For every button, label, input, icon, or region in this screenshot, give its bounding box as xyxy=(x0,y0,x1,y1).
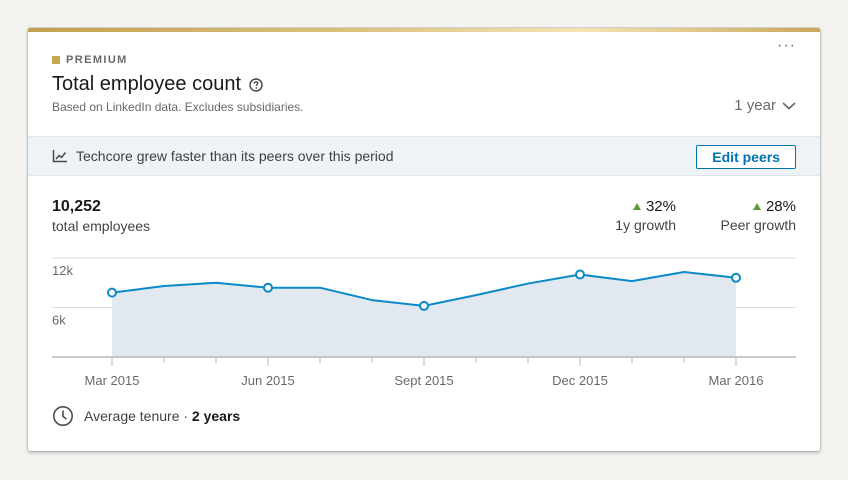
peer-growth-value: 28% xyxy=(765,198,796,215)
premium-label: PREMIUM xyxy=(66,54,128,66)
chart-canvas: 12k 6k Mar 2015 Jun 2015 Sept 2015 Dec 2015 Ma… xyxy=(52,257,796,388)
x-tick-label: Jun 2015 xyxy=(241,373,295,388)
insight-text: Techcore grew faster than its peers over… xyxy=(76,148,394,164)
time-range-label: 1 year xyxy=(734,97,776,114)
help-icon[interactable] xyxy=(249,77,263,92)
chevron-down-icon xyxy=(782,101,796,110)
x-tick-label: Mar 2015 xyxy=(85,373,140,388)
employee-count-card: ··· PREMIUM Total employee count Based o… xyxy=(28,28,820,451)
one-year-growth-value: 32% xyxy=(645,198,676,215)
y-tick-label: 6k xyxy=(52,313,66,328)
up-arrow-icon xyxy=(632,203,641,210)
premium-accent-bar xyxy=(28,28,820,32)
insight-banner: Techcore grew faster than its peers over… xyxy=(28,136,820,176)
data-point xyxy=(731,272,741,283)
data-point xyxy=(107,287,117,298)
y-tick-label: 12k xyxy=(52,263,73,278)
employee-count-chart: 12k 6k Mar 2015 Jun 2015 Sept 2015 Dec 2015 Ma… xyxy=(52,252,796,388)
data-point xyxy=(263,282,273,293)
peer-growth-label: Peer growth xyxy=(720,217,796,233)
data-point xyxy=(419,300,429,311)
peer-growth-stat: 28% Peer growth xyxy=(721,198,796,233)
overflow-menu-button[interactable]: ··· xyxy=(777,37,796,54)
up-arrow-icon xyxy=(752,203,761,210)
card-subtitle: Based on LinkedIn data. Excludes subsidi… xyxy=(52,100,304,114)
total-employees-stat: 10,252 total employees xyxy=(52,198,150,234)
one-year-growth-label: 1y growth xyxy=(615,217,676,233)
x-tick-label: Mar 2016 xyxy=(709,373,764,388)
total-employees-value: 10,252 xyxy=(52,198,101,215)
total-employees-label: total employees xyxy=(52,218,151,234)
x-tick-label: Dec 2015 xyxy=(552,373,608,388)
x-tick-label: Sept 2015 xyxy=(394,373,453,388)
average-tenure-label: Average tenure · xyxy=(84,408,192,424)
series-area xyxy=(112,272,736,357)
card-title-text: Total employee count xyxy=(52,73,242,95)
data-point xyxy=(575,269,585,280)
premium-square-icon xyxy=(52,56,60,64)
edit-peers-button[interactable]: Edit peers xyxy=(696,145,796,169)
premium-badge: PREMIUM xyxy=(52,54,128,66)
trend-chart-icon xyxy=(52,150,67,163)
average-tenure: Average tenure · 2 years xyxy=(52,405,240,427)
one-year-growth-stat: 32% 1y growth xyxy=(615,198,676,233)
card-title: Total employee count xyxy=(52,73,263,96)
clock-icon xyxy=(53,406,73,426)
average-tenure-value: 2 years xyxy=(191,408,241,424)
time-range-dropdown[interactable]: 1 year xyxy=(734,97,796,114)
